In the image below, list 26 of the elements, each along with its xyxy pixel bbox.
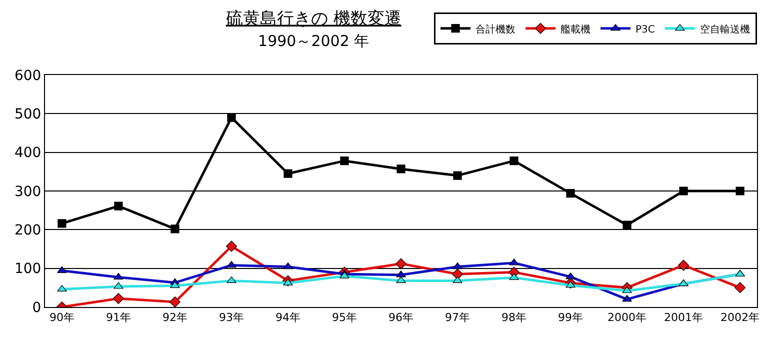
y-tick-label: 100 <box>14 261 42 278</box>
legend-label: 合計機数 <box>476 23 516 36</box>
y-tick-label: 400 <box>14 145 42 162</box>
legend-label: 空自輸送機 <box>700 23 750 36</box>
y-tick-label: 500 <box>14 106 42 123</box>
x-tick-label: 91年 <box>106 311 131 324</box>
y-tick-label: 200 <box>14 222 42 239</box>
legend-label: P3C <box>636 24 655 36</box>
y-tick-label: 600 <box>14 68 42 84</box>
x-tick-label: 2001年 <box>664 311 704 324</box>
x-tick-label: 99年 <box>558 311 584 324</box>
x-tick-label: 92年 <box>162 311 188 324</box>
x-tick-label: 90年 <box>49 311 74 324</box>
x-tick-label: 94年 <box>275 311 300 324</box>
x-tick-label: 96年 <box>388 311 414 324</box>
chart-title: 硫黄島行きの 機数変遷 <box>226 8 402 29</box>
y-tick-label: 300 <box>14 184 42 200</box>
x-tick-label: 2000年 <box>608 311 647 324</box>
x-tick-label: 97年 <box>445 311 470 324</box>
y-tick-label: 0 <box>32 300 42 316</box>
x-tick-label: 95年 <box>332 311 357 324</box>
x-tick-label: 98年 <box>502 311 527 324</box>
legend-label: 艦載機 <box>560 23 590 36</box>
x-tick-label: 2002年 <box>720 311 760 324</box>
x-tick-label: 93年 <box>218 311 244 324</box>
chart-subtitle: 1990～2002 年 <box>258 32 370 50</box>
